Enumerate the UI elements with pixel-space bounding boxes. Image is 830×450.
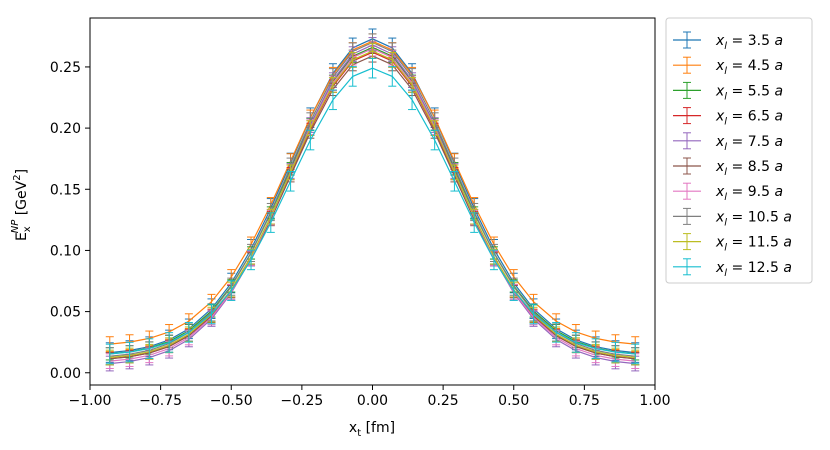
error-bar xyxy=(571,332,580,353)
x-tick-label: 0.50 xyxy=(498,393,529,409)
error-bar xyxy=(227,280,236,301)
legend-label: xl = 10.5 a xyxy=(715,209,792,228)
legend-item: xl = 11.5 a xyxy=(673,233,792,254)
error-bar xyxy=(509,280,518,301)
x-tick-label: −0.75 xyxy=(139,393,182,409)
x-tick-label: −1.00 xyxy=(69,393,112,409)
x-tick-label: 0.25 xyxy=(428,393,459,409)
legend-label: xl = 11.5 a xyxy=(715,235,792,254)
legend-label: xl = 12.5 a xyxy=(715,260,792,279)
y-tick-label: 0.10 xyxy=(50,243,81,259)
y-tick-label: 0.15 xyxy=(50,182,81,198)
x-axis: −1.00 −0.75 −0.50 −0.25 0.00 0.25 0.50 0.75 1.00 xyxy=(69,385,671,409)
error-bar xyxy=(306,129,315,151)
error-bar xyxy=(348,66,357,87)
error-bar xyxy=(408,89,417,111)
error-bar xyxy=(611,341,620,363)
legend-label: xl = 8.5 a xyxy=(715,159,783,178)
legend-item: xl = 12.5 a xyxy=(673,258,792,279)
x-tick-label: 0.00 xyxy=(357,393,388,409)
error-bar xyxy=(328,89,337,111)
error-bar xyxy=(430,129,439,151)
error-bar xyxy=(184,322,193,343)
error-bar xyxy=(125,341,134,363)
error-bar xyxy=(368,57,377,79)
legend-item: xl = 7.5 a xyxy=(673,132,783,153)
y-tick-label: 0.25 xyxy=(50,60,81,76)
legend-frame xyxy=(665,17,813,284)
legend-item: xl = 4.5 a xyxy=(673,56,783,77)
error-bar xyxy=(529,303,538,325)
x-tick-label: −0.25 xyxy=(280,393,323,409)
error-bar xyxy=(105,343,114,365)
error-bar xyxy=(286,170,295,192)
error-bar xyxy=(207,303,216,325)
error-bar xyxy=(266,212,275,233)
y-tick-label: 0.20 xyxy=(50,121,81,137)
series-layer xyxy=(105,28,640,372)
error-bar xyxy=(145,338,154,359)
error-bar xyxy=(450,170,459,192)
error-bar xyxy=(388,66,397,87)
legend-item: xl = 3.5 a xyxy=(673,31,783,52)
x-tick-label: −0.50 xyxy=(210,393,253,409)
y-tick-label: 0.05 xyxy=(50,305,81,321)
legend-label: xl = 6.5 a xyxy=(715,109,783,128)
x-tick-label: 0.75 xyxy=(569,393,600,409)
error-bar xyxy=(470,212,479,233)
x-tick-label: 1.00 xyxy=(639,393,670,409)
legend-item: xl = 5.5 a xyxy=(673,81,783,102)
legend-item: xl = 10.5 a xyxy=(673,207,792,228)
error-bar xyxy=(631,343,640,365)
x-axis-title: xt [fm] xyxy=(349,420,395,439)
legend-item: xl = 6.5 a xyxy=(673,107,783,128)
legend: xl = 3.5 a xl = 4.5 a xl = 5.5 a xl = 6.5 a… xyxy=(665,17,813,284)
legend-label: xl = 4.5 a xyxy=(715,58,783,77)
legend-item: xl = 9.5 a xyxy=(673,182,783,203)
error-bar xyxy=(247,249,256,271)
error-bar xyxy=(165,332,174,353)
legend-label: xl = 7.5 a xyxy=(715,134,783,153)
legend-label: xl = 3.5 a xyxy=(715,33,783,52)
series-10 xyxy=(105,57,640,365)
legend-label: xl = 5.5 a xyxy=(715,83,783,102)
error-bar xyxy=(552,322,561,343)
error-bar xyxy=(489,249,498,271)
y-axis: 0.00 0.05 0.10 0.15 0.20 0.25 xyxy=(50,60,90,382)
y-tick-label: 0.00 xyxy=(50,366,81,382)
legend-item: xl = 8.5 a xyxy=(673,157,783,178)
legend-label: xl = 9.5 a xyxy=(715,184,783,203)
error-bar xyxy=(591,338,600,359)
